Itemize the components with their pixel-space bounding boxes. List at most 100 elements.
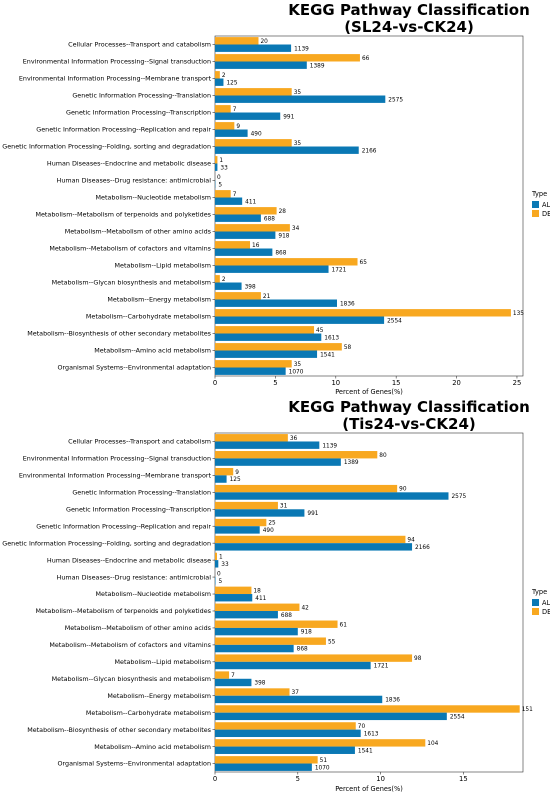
bar-deg bbox=[215, 37, 259, 45]
category-label: Metabolism--Carbohydrate metabolism bbox=[86, 709, 211, 717]
data-label-all: 490 bbox=[251, 131, 262, 137]
bar-all bbox=[215, 350, 318, 358]
data-label-deg: 21 bbox=[263, 294, 271, 300]
legend-swatch bbox=[532, 608, 539, 615]
x-axis-label: Percent of Genes(%) bbox=[335, 388, 403, 396]
bar-all bbox=[215, 695, 383, 704]
category-label: Genetic Information Processing--Translat… bbox=[72, 92, 211, 100]
legend-swatch bbox=[532, 210, 539, 217]
bar-deg bbox=[215, 292, 261, 300]
category-label: Environmental Information Processing--Si… bbox=[23, 58, 211, 66]
data-label-deg: 9 bbox=[236, 124, 240, 130]
bar-deg bbox=[215, 671, 230, 679]
data-label-deg: 151 bbox=[522, 707, 533, 713]
category-label: Environmental Information Processing--Me… bbox=[19, 75, 212, 83]
bar-all bbox=[215, 763, 312, 771]
category-label: Environmental Information Processing--Me… bbox=[19, 472, 212, 480]
bar-deg bbox=[215, 637, 326, 645]
bar-deg bbox=[215, 190, 231, 198]
bar-deg bbox=[215, 484, 398, 493]
category-label: Metabolism--Glycan biosynthesis and meta… bbox=[52, 279, 211, 287]
data-label-deg: 65 bbox=[360, 260, 368, 266]
data-label-all: 411 bbox=[255, 596, 266, 602]
bar-deg bbox=[215, 88, 292, 96]
data-label-all: 411 bbox=[245, 199, 256, 205]
legend-entry: ALL bbox=[542, 201, 550, 209]
data-label-deg: 61 bbox=[340, 622, 348, 628]
data-label-all: 868 bbox=[297, 647, 308, 653]
bar-deg bbox=[215, 518, 267, 527]
data-label-all: 1070 bbox=[289, 369, 304, 375]
bar-all bbox=[215, 458, 341, 466]
data-label-all: 125 bbox=[230, 477, 241, 483]
plot-frame bbox=[214, 432, 524, 773]
x-tick-label: 15 bbox=[392, 379, 401, 387]
bar-all bbox=[215, 746, 355, 754]
data-label-all: 2166 bbox=[415, 545, 430, 551]
chart-title-line: KEGG Pathway Classification bbox=[288, 1, 530, 19]
bar-all bbox=[215, 441, 320, 449]
data-label-all: 33 bbox=[220, 165, 228, 171]
bar-all bbox=[215, 475, 227, 483]
data-label-deg: 18 bbox=[253, 588, 261, 594]
bar-deg bbox=[215, 241, 251, 249]
bar-deg bbox=[215, 620, 338, 628]
bar-deg bbox=[215, 552, 217, 561]
bar-all bbox=[215, 95, 386, 103]
data-label-deg: 35 bbox=[294, 141, 302, 147]
data-label-deg: 104 bbox=[427, 741, 438, 747]
bar-deg bbox=[215, 739, 426, 747]
data-label-deg: 2 bbox=[222, 73, 226, 79]
data-label-deg: 7 bbox=[233, 107, 237, 113]
data-label-all: 2575 bbox=[388, 97, 403, 103]
legend-title: Type bbox=[531, 190, 547, 198]
x-tick-label: 20 bbox=[452, 379, 461, 387]
data-label-deg: 0 bbox=[217, 175, 221, 181]
bar-deg bbox=[215, 71, 220, 79]
data-label-all: 918 bbox=[301, 630, 312, 636]
data-label-deg: 7 bbox=[233, 192, 237, 198]
x-tick-label: 15 bbox=[459, 775, 468, 783]
bar-all bbox=[215, 146, 359, 154]
data-label-all: 1721 bbox=[374, 664, 389, 670]
data-label-all: 688 bbox=[281, 613, 292, 619]
bar-all bbox=[215, 367, 286, 375]
bar-deg bbox=[215, 756, 318, 764]
data-label-all: 868 bbox=[275, 250, 286, 256]
bar-all bbox=[215, 594, 253, 602]
data-label-all: 1836 bbox=[340, 301, 355, 307]
bar-all bbox=[215, 163, 218, 171]
data-label-all: 991 bbox=[283, 114, 294, 120]
data-label-deg: 37 bbox=[292, 690, 300, 696]
bar-all bbox=[215, 509, 305, 517]
data-label-deg: 80 bbox=[379, 453, 387, 459]
chart-title-line: (SL24-vs-CK24) bbox=[344, 18, 474, 36]
data-label-deg: 35 bbox=[294, 362, 302, 368]
bar-deg bbox=[215, 105, 231, 113]
bar-deg bbox=[215, 705, 520, 713]
bar-all bbox=[215, 543, 413, 551]
chart-title-line: (Tis24-vs-CK24) bbox=[342, 415, 476, 433]
bar-deg bbox=[215, 156, 218, 164]
data-label-all: 2554 bbox=[387, 318, 402, 324]
category-label: Human Diseases--Endocrine and metabolic … bbox=[47, 160, 211, 168]
data-label-deg: 70 bbox=[358, 724, 366, 730]
bar-deg bbox=[215, 139, 292, 147]
data-label-deg: 90 bbox=[399, 487, 407, 493]
data-label-all: 490 bbox=[263, 528, 274, 534]
data-label-deg: 45 bbox=[316, 328, 324, 334]
bar-deg bbox=[215, 275, 220, 283]
category-label: Genetic Information Processing--Translat… bbox=[72, 489, 211, 497]
bar-all bbox=[215, 333, 322, 341]
bar-deg bbox=[215, 688, 290, 696]
bar-deg bbox=[215, 207, 277, 215]
category-label: Metabolism--Lipid metabolism bbox=[115, 262, 211, 270]
bar-deg bbox=[215, 535, 406, 544]
chart-title-line: KEGG Pathway Classification bbox=[288, 398, 530, 416]
bar-deg bbox=[215, 122, 235, 130]
data-label-all: 1139 bbox=[294, 46, 309, 52]
data-label-all: 398 bbox=[245, 284, 256, 290]
data-label-deg: 135 bbox=[513, 311, 524, 317]
data-label-deg: 51 bbox=[320, 758, 328, 764]
